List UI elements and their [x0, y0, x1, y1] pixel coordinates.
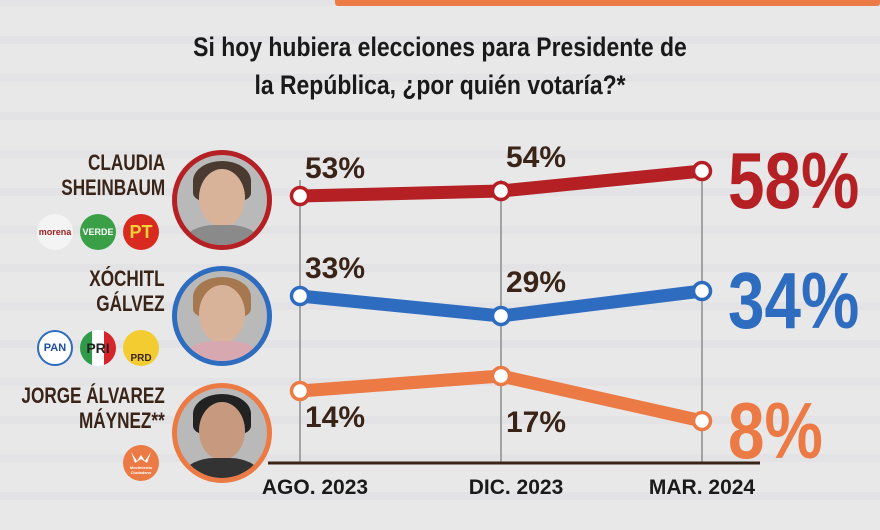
data-point	[490, 305, 512, 327]
eagle-icon	[131, 452, 151, 463]
party-name-movimiento-ciudadano: Movimiento Ciudadano	[129, 465, 153, 475]
avatar-sheinbaum	[172, 150, 272, 250]
data-label: 29%	[506, 266, 567, 299]
candidate-name-sheinbaum: CLAUDIA SHEINBAUM	[61, 150, 165, 200]
data-label: 17%	[506, 406, 567, 439]
data-point	[490, 180, 512, 202]
party-logo-verde: VERDE	[80, 214, 116, 250]
party-logo-movimiento-ciudadano: Movimiento Ciudadano	[123, 445, 159, 481]
party-logo-morena: morena	[37, 214, 73, 250]
data-point	[691, 280, 713, 302]
final-value-label: 8%	[728, 386, 823, 475]
final-value-label: 34%	[728, 256, 860, 345]
header-banner-fragment	[335, 0, 880, 6]
data-point	[289, 185, 311, 207]
party-logo-pri: PRI	[80, 330, 116, 366]
party-logo-prd: PRD	[123, 330, 159, 366]
avatar-galvez	[172, 266, 272, 366]
data-label: 33%	[305, 252, 366, 285]
avatar-maynez	[172, 383, 272, 483]
data-point	[691, 160, 713, 182]
data-point	[490, 365, 512, 387]
x-tick-label: AGO. 2023	[261, 476, 369, 499]
party-logo-pan: PAN	[37, 330, 73, 366]
title-line-1: Si hoy hubiera elecciones para President…	[193, 32, 687, 62]
party-logo-pt: PT	[123, 214, 159, 250]
data-point	[289, 285, 311, 307]
final-value-label: 58%	[728, 136, 860, 225]
chart-title: Si hoy hubiera elecciones para President…	[130, 28, 750, 104]
candidate-name-galvez: XÓCHITL GÁLVEZ	[89, 266, 165, 316]
data-point	[289, 380, 311, 402]
data-point	[691, 410, 713, 432]
data-label: 54%	[506, 141, 567, 174]
data-label: 14%	[305, 401, 366, 434]
x-tick-label: DIC. 2023	[468, 476, 564, 499]
candidate-name-maynez: JORGE ÁLVAREZ MÁYNEZ**	[21, 383, 165, 433]
data-label: 53%	[305, 152, 366, 185]
x-tick-label: MAR. 2024	[648, 476, 756, 499]
title-line-2: la República, ¿por quién votaría?*	[254, 70, 626, 100]
